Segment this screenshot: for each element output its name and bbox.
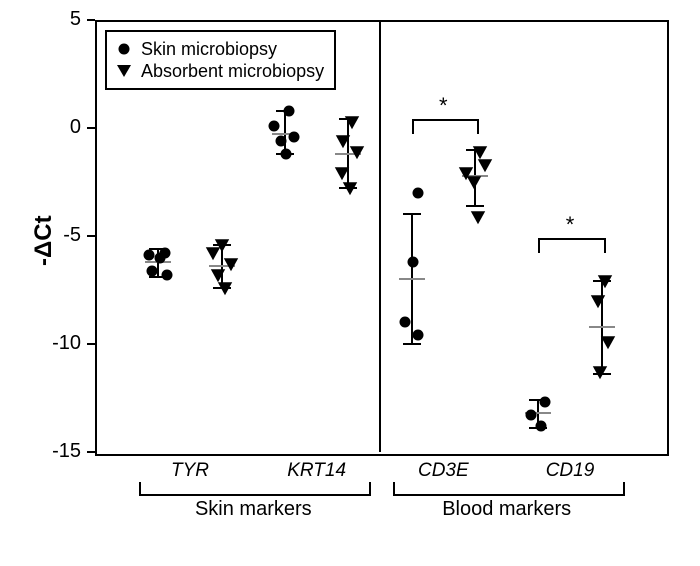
- circle-marker: [407, 182, 429, 204]
- circle-marker: [156, 264, 178, 286]
- triangle-marker: [586, 289, 610, 313]
- panel-divider: [379, 20, 381, 452]
- circle-icon: [115, 40, 133, 58]
- circle-marker: [407, 324, 429, 346]
- ytick: [87, 451, 95, 453]
- significance-star: *: [560, 212, 580, 238]
- ytick-label: 5: [0, 8, 81, 31]
- significance-star: *: [433, 93, 453, 119]
- ytick: [87, 343, 95, 345]
- triangle-marker: [345, 140, 369, 164]
- y-axis-label: -ΔCt: [30, 215, 58, 266]
- ytick-label: 0: [0, 116, 81, 139]
- x-gene-label: CD19: [510, 460, 630, 482]
- triangle-marker: [466, 205, 490, 229]
- legend-label: Skin microbiopsy: [141, 39, 277, 60]
- ytick: [87, 235, 95, 237]
- ytick-label: -15: [0, 440, 81, 463]
- triangle-marker: [596, 330, 620, 354]
- group-bracket: [393, 482, 625, 496]
- triangle-marker: [213, 276, 237, 300]
- group-label: Blood markers: [393, 498, 621, 521]
- group-label: Skin markers: [139, 498, 367, 521]
- legend: Skin microbiopsyAbsorbent microbiopsy: [105, 30, 336, 90]
- x-gene-label: KRT14: [257, 460, 377, 482]
- circle-marker: [402, 251, 424, 273]
- triangle-icon: [115, 62, 133, 80]
- group-bracket: [139, 482, 371, 496]
- mean-tick: [589, 326, 615, 328]
- ytick-label: -10: [0, 332, 81, 355]
- x-gene-label: CD3E: [383, 460, 503, 482]
- mean-tick: [399, 278, 425, 280]
- legend-label: Absorbent microbiopsy: [141, 61, 324, 82]
- x-gene-label: TYR: [130, 460, 250, 482]
- significance-bracket: [412, 119, 479, 134]
- legend-item: Skin microbiopsy: [115, 38, 324, 60]
- triangle-marker: [338, 176, 362, 200]
- triangle-marker: [462, 170, 486, 194]
- error-cap: [403, 213, 421, 215]
- chart-stage: -15-10-505-ΔCtTYRKRT14CD3ECD19Skin marke…: [0, 0, 700, 566]
- circle-marker: [275, 143, 297, 165]
- triangle-marker: [588, 360, 612, 384]
- legend-item: Absorbent microbiopsy: [115, 60, 324, 82]
- ytick: [87, 19, 95, 21]
- circle-marker: [530, 415, 552, 437]
- significance-bracket: [538, 238, 605, 253]
- ytick: [87, 127, 95, 129]
